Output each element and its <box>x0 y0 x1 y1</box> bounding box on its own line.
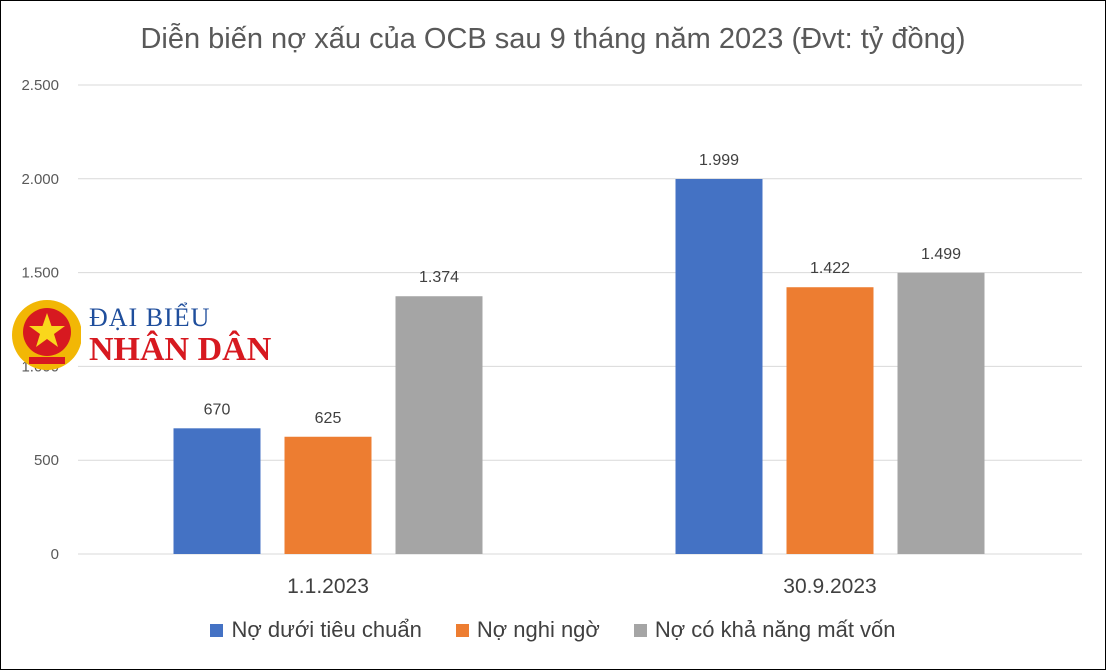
legend-item: Nợ dưới tiêu chuẩn <box>210 617 422 643</box>
data-label: 625 <box>315 410 342 427</box>
x-category-label: 30.9.2023 <box>783 575 876 598</box>
data-label: 1.422 <box>810 260 850 277</box>
legend-swatch <box>210 623 224 637</box>
bar <box>675 178 763 554</box>
y-tick-label: 2.500 <box>21 77 59 94</box>
bar <box>173 428 261 554</box>
y-tick-label: 2.000 <box>21 171 59 188</box>
x-axis-categories: 1.1.2023 30.9.2023 <box>287 575 877 598</box>
national-emblem-icon <box>12 300 81 370</box>
legend-label: Nợ nghi ngờ <box>476 617 600 642</box>
legend-label: Nợ dưới tiêu chuẩn <box>231 617 422 642</box>
legend-swatch <box>633 623 647 637</box>
data-label: 1.999 <box>699 152 739 169</box>
chart-title: Diễn biến nợ xấu của OCB sau 9 tháng năm… <box>140 23 966 55</box>
watermark-line1: ĐẠI BIỂU <box>89 303 211 332</box>
watermark-logo: ĐẠI BIỂU NHÂN DÂN <box>9 295 272 375</box>
data-label: 1.499 <box>921 246 961 263</box>
y-tick-label: 500 <box>34 452 59 469</box>
bar <box>897 272 985 554</box>
data-label: 670 <box>204 401 231 418</box>
y-tick-label: 0 <box>51 546 59 563</box>
bar <box>786 287 874 554</box>
x-category-label: 1.1.2023 <box>287 575 369 598</box>
legend: Nợ dưới tiêu chuẩn Nợ nghi ngờ Nợ có khả n… <box>1 617 1105 643</box>
y-tick-label: 1.500 <box>21 265 59 282</box>
bars <box>173 178 985 554</box>
bar <box>395 296 483 554</box>
legend-item: Nợ nghi ngờ <box>455 617 600 643</box>
legend-label: Nợ có khả năng mất vốn <box>654 617 896 642</box>
legend-swatch <box>455 623 469 637</box>
legend-item: Nợ có khả năng mất vốn <box>633 617 896 643</box>
data-labels: 670 625 1.374 1.999 1.422 1.499 <box>204 152 961 427</box>
watermark-line2: NHÂN DÂN <box>89 331 272 368</box>
data-label: 1.374 <box>419 269 459 286</box>
bar <box>284 436 372 554</box>
